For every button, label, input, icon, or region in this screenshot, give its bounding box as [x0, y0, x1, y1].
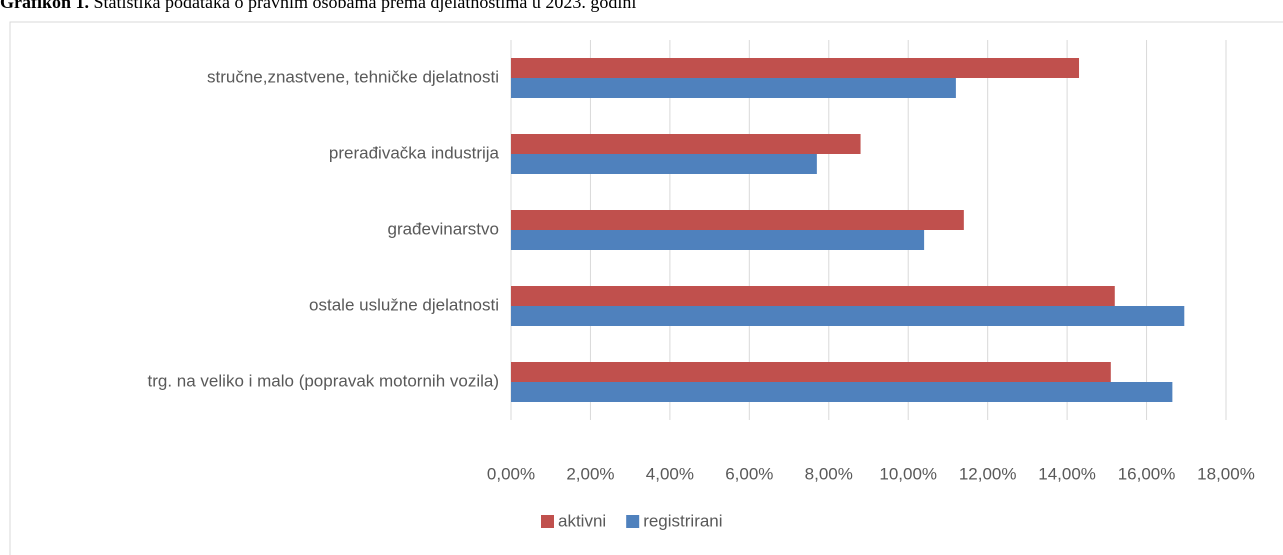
bar	[511, 362, 1111, 382]
y-tick-label: trg. na veliko i malo (popravak motornih…	[148, 371, 499, 390]
x-tick-label: 14,00%	[1038, 464, 1096, 483]
legend-label: registrirani	[643, 511, 722, 530]
legend-swatch	[626, 515, 640, 528]
bar	[511, 286, 1115, 306]
x-tick-label: 18,00%	[1197, 464, 1255, 483]
legend-label: aktivni	[558, 511, 606, 530]
title-label: Grafikon 1.	[0, 0, 89, 12]
bar	[511, 210, 964, 230]
x-tick-label: 6,00%	[725, 464, 773, 483]
bar	[511, 134, 861, 154]
y-tick-label: ostale uslužne djelatnosti	[309, 295, 499, 314]
bar	[511, 382, 1173, 402]
bar	[511, 58, 1080, 78]
chart-title: Grafikon 1. Statistika podataka o pravni…	[0, 0, 636, 12]
bar	[511, 154, 817, 174]
x-tick-label: 16,00%	[1118, 464, 1176, 483]
chart-border	[9, 21, 1283, 555]
x-tick-label: 2,00%	[566, 464, 614, 483]
x-tick-label: 10,00%	[879, 464, 937, 483]
y-tick-label: prerađivačka industrija	[329, 143, 500, 162]
y-tick-label: stručne,znastvene, tehničke djelatnosti	[207, 67, 499, 86]
legend-swatch	[541, 515, 554, 528]
bar	[511, 78, 956, 98]
x-tick-label: 12,00%	[959, 464, 1017, 483]
bar	[511, 230, 925, 250]
x-tick-label: 0,00%	[487, 464, 535, 483]
x-tick-label: 4,00%	[646, 464, 694, 483]
bar	[511, 306, 1185, 326]
x-tick-label: 8,00%	[805, 464, 853, 483]
y-tick-label: građevinarstvo	[387, 219, 499, 238]
title-text: Statistika podataka o pravnim osobama pr…	[94, 0, 637, 12]
